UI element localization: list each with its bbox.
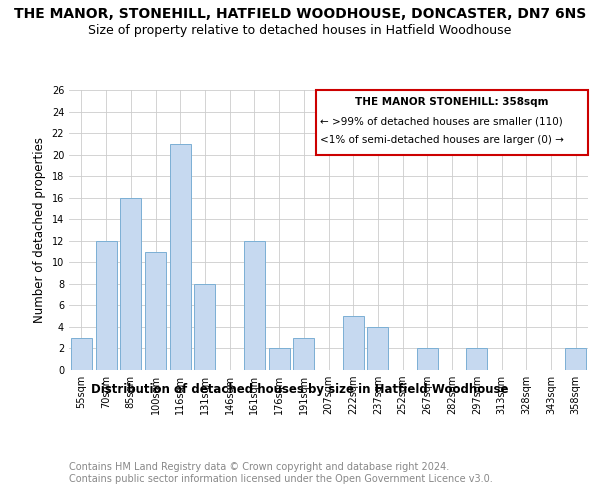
Bar	[145, 252, 166, 370]
FancyBboxPatch shape	[316, 90, 588, 154]
Text: Distribution of detached houses by size in Hatfield Woodhouse: Distribution of detached houses by size …	[91, 382, 509, 396]
Bar	[466, 348, 487, 370]
Bar	[71, 338, 92, 370]
Text: Size of property relative to detached houses in Hatfield Woodhouse: Size of property relative to detached ho…	[88, 24, 512, 37]
Bar	[194, 284, 215, 370]
Bar	[565, 348, 586, 370]
Bar	[293, 338, 314, 370]
Bar	[343, 316, 364, 370]
Text: THE MANOR STONEHILL: 358sqm: THE MANOR STONEHILL: 358sqm	[355, 97, 549, 107]
Bar	[244, 241, 265, 370]
Text: Contains HM Land Registry data © Crown copyright and database right 2024.
Contai: Contains HM Land Registry data © Crown c…	[69, 462, 493, 484]
Bar	[417, 348, 438, 370]
Text: ← >99% of detached houses are smaller (110): ← >99% of detached houses are smaller (1…	[320, 116, 563, 126]
Bar	[120, 198, 141, 370]
Bar	[170, 144, 191, 370]
Bar	[269, 348, 290, 370]
Text: THE MANOR, STONEHILL, HATFIELD WOODHOUSE, DONCASTER, DN7 6NS: THE MANOR, STONEHILL, HATFIELD WOODHOUSE…	[14, 8, 586, 22]
Bar	[95, 241, 116, 370]
Text: <1% of semi-detached houses are larger (0) →: <1% of semi-detached houses are larger (…	[320, 134, 564, 144]
Y-axis label: Number of detached properties: Number of detached properties	[33, 137, 46, 323]
Bar	[367, 327, 388, 370]
